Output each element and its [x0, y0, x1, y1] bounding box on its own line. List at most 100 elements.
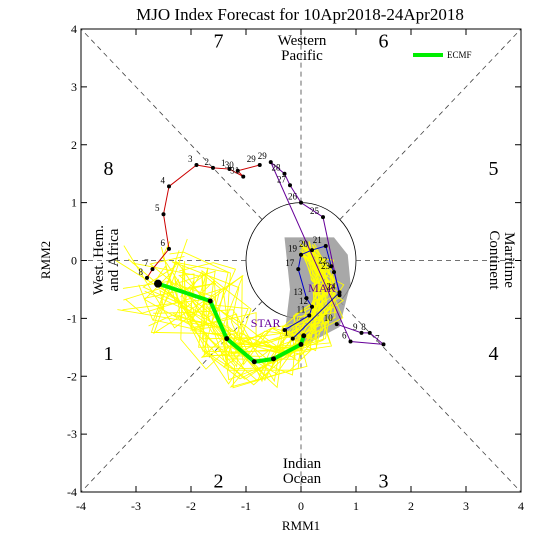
- phase-number-8: 8: [104, 158, 114, 180]
- x-tick-label: -3: [131, 499, 141, 513]
- y-tick-label: 2: [71, 138, 77, 152]
- point-label: 9: [353, 322, 358, 332]
- point-label: 11: [297, 304, 306, 314]
- series-point: [241, 174, 246, 179]
- x-axis-ticks: -4 -3 -2 -1 0 1 2 3 4: [76, 29, 524, 513]
- point-label: 13: [294, 287, 304, 297]
- point-label: 25: [310, 206, 320, 216]
- series-point: [224, 336, 230, 342]
- series-point: [301, 333, 307, 339]
- phase-divider-6: [339, 301, 522, 493]
- series-3: [154, 279, 307, 365]
- point-label: 29: [258, 151, 268, 161]
- region-label-right: Maritime Continent: [486, 230, 517, 290]
- ensemble-member-track: [125, 244, 326, 363]
- series-point: [271, 356, 276, 362]
- point-label: 21: [313, 235, 322, 245]
- point-label: 7: [375, 333, 380, 343]
- series-point: [304, 296, 309, 301]
- y-tick-label: -3: [67, 427, 77, 441]
- region-label-left-line1: West. Hem.: [91, 225, 107, 295]
- series-point: [211, 165, 215, 170]
- point-label: 6: [161, 238, 166, 248]
- plot-underlay: [80, 28, 522, 493]
- series-point: [310, 248, 314, 253]
- phase-divider-4: [339, 28, 522, 220]
- series-point: [235, 168, 240, 173]
- region-label-left-line2: and Africa: [106, 228, 122, 291]
- ensemble-member-track: [159, 253, 321, 389]
- point-label: 20: [299, 239, 309, 249]
- series-point: [299, 252, 303, 257]
- point-label: 27: [277, 174, 287, 184]
- x-tick-label: 3: [463, 499, 469, 513]
- point-label: 10: [324, 313, 334, 323]
- y-axis-label: RMM2: [38, 241, 53, 279]
- series-point: [348, 339, 353, 344]
- point-label: 4: [161, 175, 166, 185]
- y-tick-label: -1: [67, 311, 77, 325]
- point-label: 3: [188, 154, 193, 164]
- point-label: 17: [285, 258, 295, 268]
- series-point: [381, 342, 386, 347]
- phase-number-2: 2: [214, 470, 224, 492]
- series-point: [298, 341, 304, 347]
- phase-number-6: 6: [379, 31, 389, 53]
- region-label-right-line1: Maritime: [501, 232, 517, 288]
- y-tick-label: -4: [67, 485, 77, 499]
- series-point: [282, 327, 287, 332]
- x-tick-label: 2: [408, 499, 414, 513]
- legend: ECMF: [413, 50, 472, 60]
- y-tick-label: -2: [67, 369, 77, 383]
- series-point: [268, 160, 273, 165]
- phase-number-1: 1: [104, 343, 114, 365]
- series-point: [367, 330, 372, 335]
- series-point: [334, 322, 339, 327]
- region-label-top: Western Pacific: [278, 33, 327, 64]
- ensemble-member-track: [123, 250, 337, 388]
- series-point: [310, 304, 314, 309]
- point-label: 1: [284, 328, 289, 338]
- ensemble-member-track: [117, 246, 325, 357]
- series-point: [154, 279, 162, 288]
- point-label: 1: [221, 158, 226, 168]
- series-point: [290, 336, 295, 341]
- series-point: [337, 290, 342, 295]
- point-label: 23: [321, 261, 331, 271]
- point-label: 19: [288, 244, 298, 254]
- y-tick-label: 3: [71, 80, 77, 94]
- series-point: [296, 267, 301, 272]
- series-point: [288, 183, 292, 188]
- legend-label-ecmf: ECMF: [447, 50, 472, 60]
- phase-number-7: 7: [214, 31, 224, 53]
- series-point: [282, 171, 287, 176]
- phase-divider-5: [80, 28, 263, 220]
- point-label: 26: [288, 192, 298, 202]
- point-label: 5: [155, 203, 160, 213]
- point-label: 24: [327, 281, 337, 291]
- point-label: 31: [230, 166, 239, 176]
- point-label: 12: [299, 296, 308, 306]
- series-point: [337, 293, 342, 298]
- x-tick-label: 4: [518, 499, 524, 513]
- region-label-top-line1: Western: [278, 33, 327, 49]
- point-label: 22: [318, 255, 327, 265]
- ensemble-member-track: [153, 248, 332, 349]
- phase-number-5: 5: [489, 158, 499, 180]
- ensemble-member-track: [178, 240, 329, 383]
- point-label: 29: [247, 154, 257, 164]
- region-label-left: West. Hem. and Africa: [91, 225, 122, 295]
- chart-title: MJO Index Forecast for 10Apr2018-24Apr20…: [136, 5, 464, 24]
- series-point: [207, 298, 213, 304]
- point-label: 8: [361, 322, 366, 332]
- series-point: [167, 246, 171, 251]
- series-point: [257, 163, 262, 168]
- series-point: [359, 330, 364, 335]
- phase-divider-7: [80, 301, 263, 493]
- y-tick-label: 4: [71, 22, 77, 36]
